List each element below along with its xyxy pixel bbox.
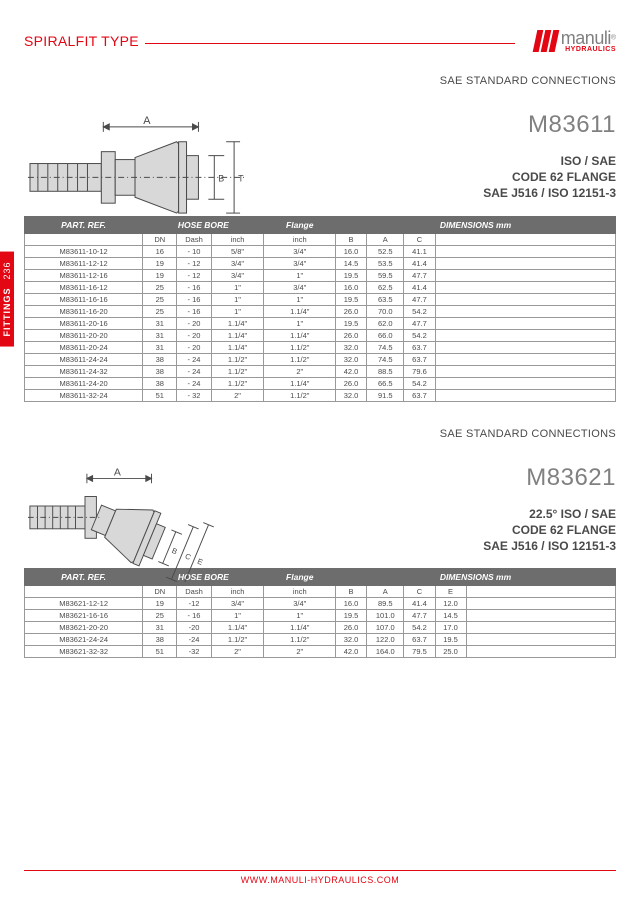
logo-reg: ® [611, 35, 616, 42]
table-row: M83621-12-1219-123/4"3/4"16.089.541.412.… [25, 598, 616, 610]
table-row: M83621-24-2438-241.1/2"1.1/2"32.0122.063… [25, 634, 616, 646]
table-row: M83611-12-1219- 123/4"3/4"14.553.541.4 [25, 257, 616, 269]
col-flange: Flange [264, 569, 336, 586]
connection-label: SAE STANDARD CONNECTIONS [24, 75, 616, 87]
side-tab: FITTINGS 236 [0, 252, 14, 347]
col-dims: DIMENSIONS mm [336, 216, 616, 233]
svg-text:C: C [184, 552, 193, 563]
table-row: M83611-16-1625- 161"1"19.563.547.7 [25, 293, 616, 305]
header: SPIRALFIT TYPE manuli® HYDRAULICS [0, 0, 640, 53]
table-row: M83611-20-1631- 201.1/4"1"19.562.047.7 [25, 317, 616, 329]
logo-bars-icon [535, 30, 557, 52]
connection-label: SAE STANDARD CONNECTIONS [24, 428, 616, 440]
svg-text:E: E [196, 557, 204, 567]
section2-body: A B C [24, 568, 616, 658]
svg-text:A: A [143, 114, 151, 126]
table-row: M83611-20-2431- 201.1/4"1.1/2"32.074.563… [25, 341, 616, 353]
table1-body: M83611-10-1216- 105/8"3/4"16.052.541.1M8… [25, 245, 616, 401]
page-title: SPIRALFIT TYPE [24, 33, 139, 49]
table-row: M83611-24-2038- 241.1/2"1.1/4"26.066.554… [25, 377, 616, 389]
table-row: M83611-12-1619- 123/4"1"19.559.547.7 [25, 269, 616, 281]
table-row: M83611-16-2025- 161"1.1/4"26.070.054.2 [25, 305, 616, 317]
table1-wrap: PART. REF. HOSE BORE Flange DIMENSIONS m… [24, 216, 616, 402]
table-row: M83611-24-2438- 241.1/2"1.1/2"32.074.563… [25, 353, 616, 365]
col-flange: Flange [264, 216, 336, 233]
table-row: M83621-16-1625- 161"1"19.5101.047.714.5 [25, 610, 616, 622]
svg-text:T: T [238, 173, 244, 183]
svg-text:B: B [171, 546, 179, 556]
col-dims: DIMENSIONS mm [336, 569, 616, 586]
svg-text:A: A [114, 468, 121, 479]
logo-text: manuli [561, 28, 611, 48]
table1: PART. REF. HOSE BORE Flange DIMENSIONS m… [24, 216, 616, 402]
table-row: M83611-16-1225- 161"3/4"16.062.541.4 [25, 281, 616, 293]
footer-url: WWW.MANULI-HYDRAULICS.COM [24, 875, 616, 885]
logo: manuli® HYDRAULICS [535, 28, 616, 53]
table2-body: M83621-12-1219-123/4"3/4"16.089.541.412.… [25, 598, 616, 658]
table-row: M83621-20-2031-201.1/4"1.1/4"26.0107.054… [25, 622, 616, 634]
footer-rule [24, 870, 616, 872]
table-row: M83621-32-3251-322"2"42.0164.079.525.0 [25, 646, 616, 658]
side-tab-page: 236 [2, 262, 12, 280]
header-rule [145, 43, 515, 45]
table-row: M83611-24-3238- 241.1/2"2"42.088.579.6 [25, 365, 616, 377]
table-row: M83611-10-1216- 105/8"3/4"16.052.541.1 [25, 245, 616, 257]
logo-subtext: HYDRAULICS [561, 46, 616, 53]
side-tab-label: FITTINGS [2, 288, 12, 337]
fitting-diagram: A B T [28, 114, 246, 233]
table-row: M83611-32-2451- 322"1.1/2"32.091.563.7 [25, 389, 616, 401]
section1-body: A B T [24, 216, 616, 402]
footer: WWW.MANULI-HYDRAULICS.COM [24, 870, 616, 886]
svg-text:B: B [218, 173, 224, 183]
table-row: M83611-20-2031- 201.1/4"1.1/4"26.066.054… [25, 329, 616, 341]
fitting-diagram: A B C [28, 468, 218, 582]
